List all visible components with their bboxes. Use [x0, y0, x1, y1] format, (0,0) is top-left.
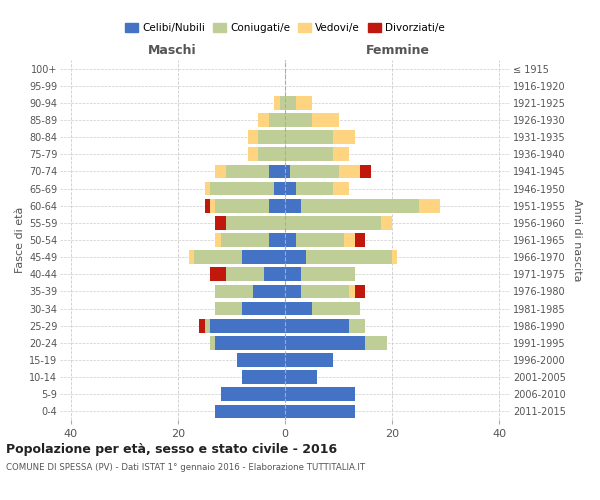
Bar: [205, 182, 210, 196]
Bar: [312, 302, 360, 316]
Bar: [226, 164, 269, 178]
Bar: [194, 250, 242, 264]
Bar: [274, 96, 280, 110]
Bar: [263, 268, 285, 281]
Bar: [226, 268, 263, 281]
Bar: [338, 164, 360, 178]
Bar: [333, 148, 349, 161]
Y-axis label: Anni di nascita: Anni di nascita: [572, 198, 583, 281]
Bar: [248, 130, 258, 144]
Bar: [210, 268, 226, 281]
Bar: [285, 370, 317, 384]
Bar: [215, 302, 242, 316]
Bar: [269, 113, 285, 127]
Bar: [285, 302, 312, 316]
Bar: [258, 148, 285, 161]
Bar: [290, 164, 338, 178]
Bar: [285, 164, 290, 178]
Bar: [333, 182, 349, 196]
Bar: [382, 216, 392, 230]
Bar: [258, 130, 285, 144]
Bar: [215, 199, 269, 212]
Bar: [344, 233, 355, 247]
Bar: [237, 353, 285, 367]
Text: COMUNE DI SPESSA (PV) - Dati ISTAT 1° gennaio 2016 - Elaborazione TUTTITALIA.IT: COMUNE DI SPESSA (PV) - Dati ISTAT 1° ge…: [6, 463, 365, 472]
Bar: [253, 284, 285, 298]
Bar: [301, 268, 355, 281]
Bar: [226, 216, 285, 230]
Bar: [333, 130, 355, 144]
Bar: [285, 336, 365, 349]
Bar: [285, 113, 312, 127]
Y-axis label: Fasce di età: Fasce di età: [14, 207, 25, 273]
Bar: [360, 164, 371, 178]
Bar: [349, 319, 365, 332]
Bar: [355, 233, 365, 247]
Bar: [365, 336, 387, 349]
Bar: [215, 404, 285, 418]
Bar: [296, 182, 333, 196]
Bar: [285, 182, 296, 196]
Bar: [248, 148, 258, 161]
Bar: [205, 319, 210, 332]
Text: Popolazione per età, sesso e stato civile - 2016: Popolazione per età, sesso e stato civil…: [6, 442, 337, 456]
Bar: [210, 336, 215, 349]
Text: Femmine: Femmine: [365, 44, 430, 57]
Bar: [285, 130, 333, 144]
Bar: [242, 302, 285, 316]
Bar: [296, 96, 312, 110]
Bar: [269, 199, 285, 212]
Bar: [242, 250, 285, 264]
Bar: [205, 199, 210, 212]
Bar: [215, 164, 226, 178]
Bar: [307, 250, 392, 264]
Bar: [285, 284, 301, 298]
Bar: [215, 284, 253, 298]
Bar: [312, 113, 338, 127]
Bar: [285, 319, 349, 332]
Bar: [285, 199, 301, 212]
Bar: [221, 388, 285, 401]
Bar: [215, 233, 221, 247]
Bar: [355, 284, 365, 298]
Bar: [285, 353, 333, 367]
Bar: [221, 233, 269, 247]
Bar: [349, 284, 355, 298]
Bar: [258, 113, 269, 127]
Bar: [419, 199, 440, 212]
Bar: [301, 199, 419, 212]
Bar: [274, 182, 285, 196]
Bar: [242, 370, 285, 384]
Bar: [392, 250, 397, 264]
Bar: [285, 250, 307, 264]
Bar: [210, 199, 215, 212]
Bar: [215, 336, 285, 349]
Bar: [280, 96, 285, 110]
Bar: [269, 164, 285, 178]
Bar: [285, 233, 296, 247]
Bar: [188, 250, 194, 264]
Legend: Celibi/Nubili, Coniugati/e, Vedovi/e, Divorziati/e: Celibi/Nubili, Coniugati/e, Vedovi/e, Di…: [121, 18, 449, 37]
Bar: [301, 284, 349, 298]
Bar: [269, 233, 285, 247]
Bar: [199, 319, 205, 332]
Bar: [285, 404, 355, 418]
Bar: [285, 96, 296, 110]
Text: Maschi: Maschi: [148, 44, 197, 57]
Bar: [215, 216, 226, 230]
Bar: [210, 319, 285, 332]
Bar: [296, 233, 344, 247]
Bar: [285, 148, 333, 161]
Bar: [285, 268, 301, 281]
Bar: [285, 216, 382, 230]
Bar: [210, 182, 274, 196]
Bar: [285, 388, 355, 401]
